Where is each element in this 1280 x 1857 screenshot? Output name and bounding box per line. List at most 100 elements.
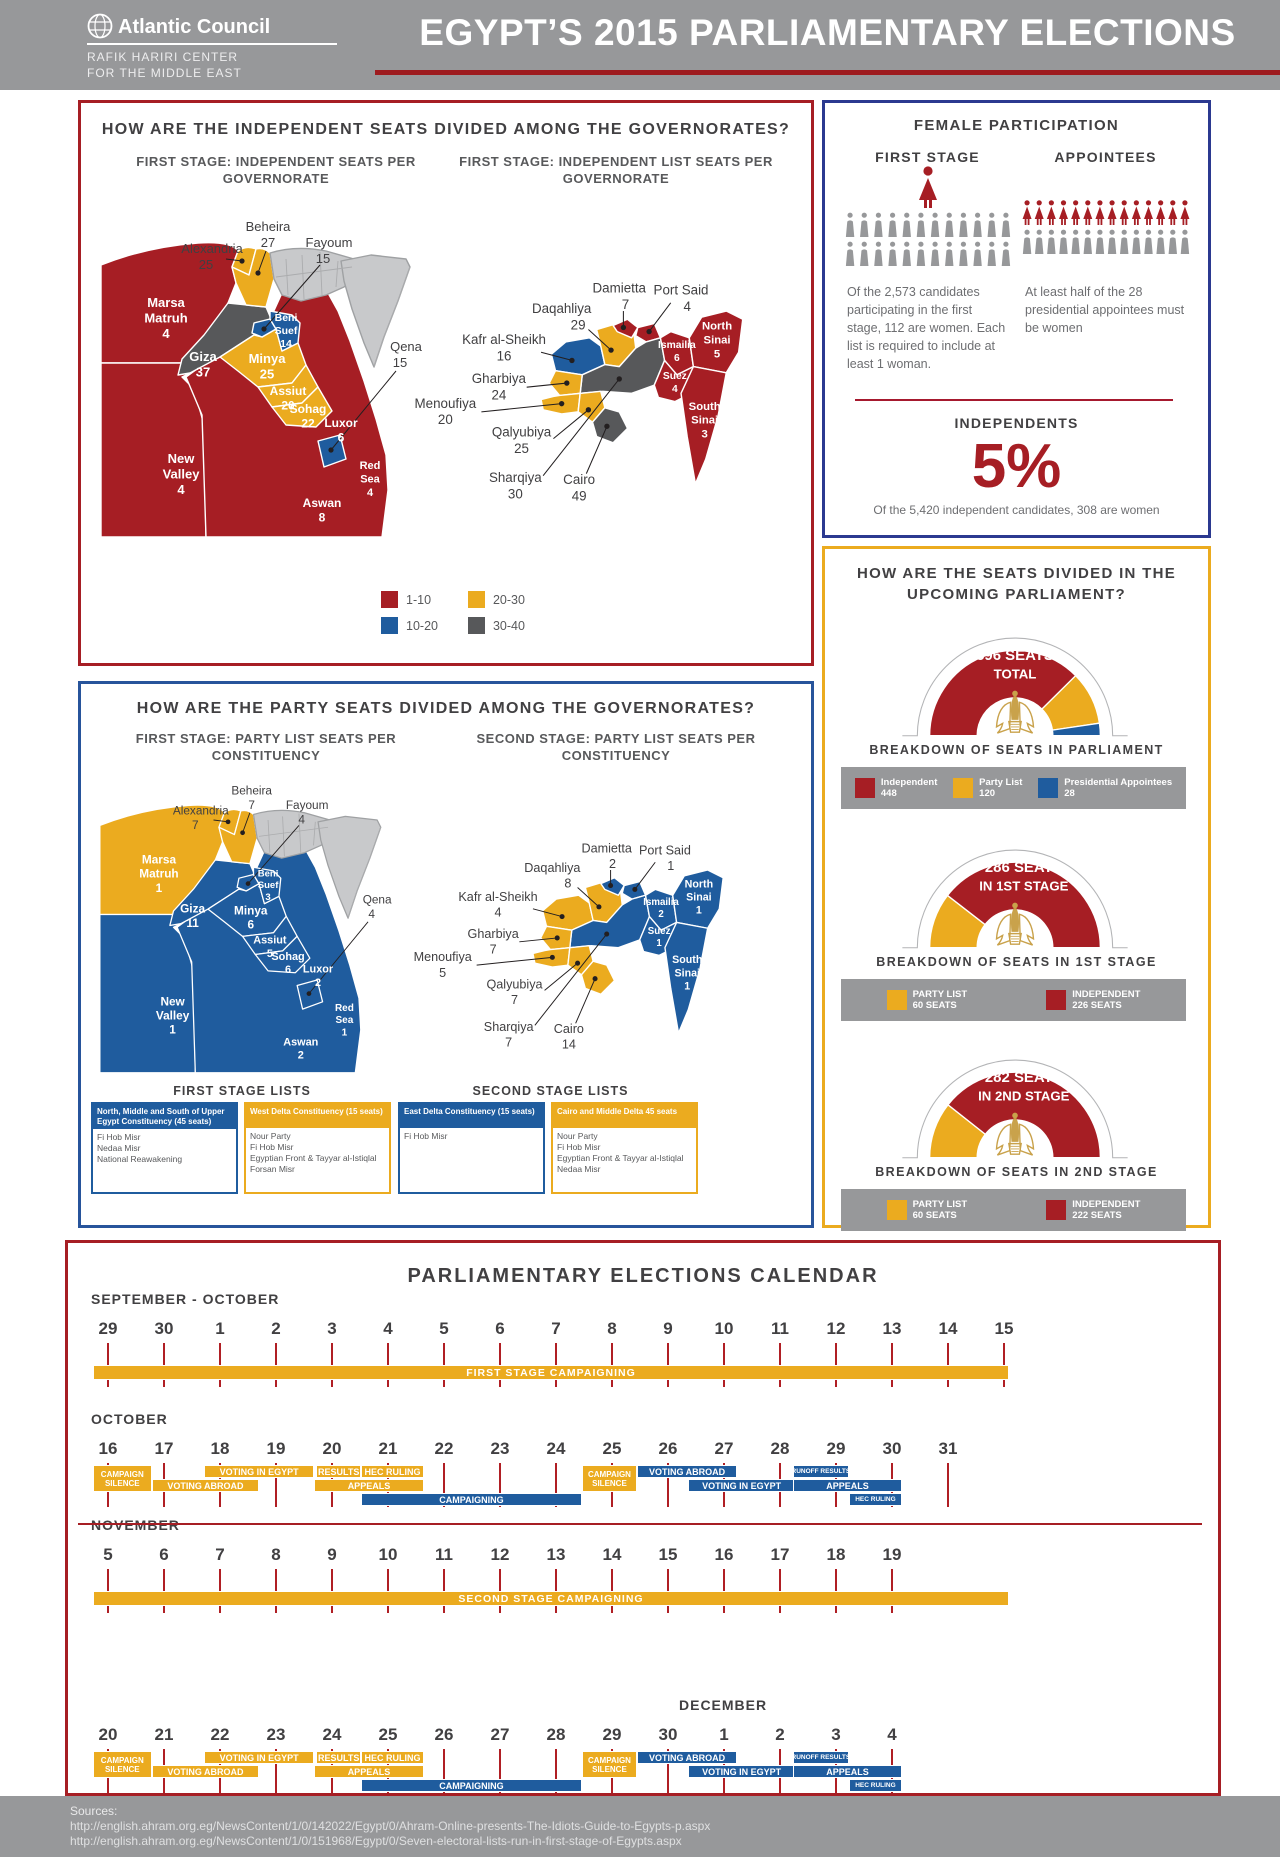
gauge-legend-text: PARTY LIST 60 SEATS (912, 1199, 968, 1221)
gauge-legend-text: PARTY LIST 60 SEATS (912, 989, 968, 1011)
legend-label: 30-40 (492, 618, 525, 633)
gauge-legend-text: Independent 448 (880, 777, 938, 799)
svg-text:11: 11 (186, 916, 199, 930)
svg-text:Minya: Minya (234, 904, 268, 918)
region-beheira (218, 809, 258, 865)
seats-gauge: 286 SEATS IN 1ST STAGE (902, 849, 1128, 949)
map-label-suez: Suez 4 (663, 371, 687, 395)
calendar-date: 6 (159, 1545, 169, 1564)
svg-text:Alexandria: Alexandria (173, 804, 229, 818)
person-icon (1095, 229, 1105, 254)
gauge-legend-bar: PARTY LIST 60 SEATS INDEPENDENT 226 SEATS (841, 979, 1186, 1021)
calendar-date: 8 (607, 1319, 617, 1338)
svg-text:Ismailia: Ismailia (643, 897, 679, 908)
legend-item-20-30: 20-30 (467, 591, 525, 608)
svg-text:South: South (689, 401, 721, 413)
calendar-tick (443, 1463, 445, 1507)
list-item: Forsan Misr (250, 1164, 295, 1174)
calendar-date: 15 (994, 1319, 1014, 1338)
appointees-text: At least half of the 28 presidential app… (1025, 285, 1185, 335)
gauge-legend-item: PARTY LIST 60 SEATS (886, 989, 968, 1011)
svg-text:3: 3 (265, 892, 270, 903)
svg-text:16: 16 (497, 348, 512, 363)
woman-icon (1131, 200, 1141, 225)
gauge-breakdown-title: BREAKDOWN OF SEATS IN 2ND STAGE (875, 1165, 1158, 1179)
calendar-date: 21 (378, 1439, 398, 1458)
calendar-date: 17 (770, 1545, 790, 1564)
woman-icon (1059, 200, 1068, 225)
list-item: Nour Party (250, 1131, 291, 1141)
svg-text:2: 2 (658, 909, 663, 920)
calendar-date: 30 (154, 1319, 174, 1338)
woman-icon (1180, 200, 1190, 225)
svg-text:6: 6 (285, 964, 291, 976)
calendar-date: 30 (882, 1439, 902, 1458)
svg-text:2: 2 (315, 977, 321, 989)
person-icon (973, 212, 982, 237)
gauge-legend-swatch (854, 778, 875, 798)
svg-text:3: 3 (702, 429, 708, 441)
calendar-date: 14 (938, 1319, 958, 1338)
list-item: Fi Hob Misr (404, 1131, 448, 1141)
calendar-date: 16 (714, 1545, 734, 1564)
svg-text:Daqahliya: Daqahliya (532, 301, 592, 316)
legend-label: 20-30 (492, 592, 525, 607)
map-label-menoufiya: Menoufiya 5 (414, 950, 555, 980)
svg-text:Beheira: Beheira (231, 784, 272, 798)
svg-text:22: 22 (301, 417, 315, 431)
calendar-date: 14 (602, 1545, 622, 1564)
svg-text:Cairo: Cairo (563, 472, 595, 487)
woman-icon (1119, 200, 1129, 225)
list-box-header: North, Middle and South of Upper Egypt C… (93, 1104, 236, 1129)
svg-text:7: 7 (490, 942, 497, 956)
calendar-date: 2 (271, 1319, 281, 1338)
calendar-event-bar: APPEALS (314, 1479, 424, 1492)
legend-item-10-20: 10-20 (381, 617, 438, 634)
gauge-legend-bar: PARTY LIST 60 SEATS INDEPENDENT 222 SEATS (841, 1189, 1186, 1231)
svg-text:Matruh: Matruh (144, 311, 187, 326)
person-icon (945, 212, 954, 237)
woman-icon (1156, 200, 1166, 225)
svg-text:Sharqiya: Sharqiya (489, 470, 542, 485)
svg-text:Aswan: Aswan (303, 496, 342, 510)
svg-text:North: North (702, 321, 732, 333)
svg-text:49: 49 (572, 488, 587, 503)
calendar-date: 6 (495, 1319, 505, 1338)
calendar-tick (667, 1749, 669, 1793)
list-box-4: Cairo and Middle Delta 45 seats Nour Part… (551, 1102, 698, 1194)
svg-text:4: 4 (494, 906, 501, 920)
person-icon (845, 241, 855, 266)
svg-text:7: 7 (192, 818, 199, 832)
person-icon (1022, 229, 1032, 254)
calendar-date: 18 (210, 1439, 230, 1458)
svg-text:8: 8 (319, 511, 326, 525)
svg-text:20: 20 (438, 412, 453, 427)
svg-text:Suef: Suef (275, 325, 298, 337)
svg-text:Fayoum: Fayoum (306, 235, 353, 250)
first-stage-lists-title: FIRST STAGE LISTS (173, 1084, 311, 1098)
calendar-date: 5 (439, 1319, 449, 1338)
calendar-event-bar: CAMPAIGN SILENCE (92, 1465, 152, 1492)
region-sohag (254, 935, 311, 974)
svg-text:6: 6 (247, 918, 254, 932)
svg-text:14: 14 (562, 1038, 576, 1052)
seats-gauge: 282 SEATS IN 2ND STAGE (902, 1059, 1128, 1159)
svg-text:North: North (685, 878, 713, 890)
person-icon (1168, 229, 1177, 254)
calendar-date: 20 (98, 1725, 118, 1744)
map-label-ismailia: Ismailia 6 (658, 340, 696, 364)
source-link-1[interactable]: http://english.ahram.org.eg/NewsContent/… (70, 1819, 711, 1833)
logo-underline (87, 43, 337, 45)
svg-text:8: 8 (564, 876, 571, 890)
source-link-2[interactable]: http://english.ahram.org.eg/NewsContent/… (70, 1834, 682, 1848)
gauge-legend-item: Party List 120 (953, 777, 1022, 799)
svg-text:Sohag: Sohag (290, 402, 327, 416)
calendar-event-bar: VOTING ABROAD (637, 1751, 737, 1764)
calendar-title: PARLIAMENTARY ELECTIONS CALENDAR (407, 1265, 879, 1287)
person-icon (930, 212, 940, 237)
